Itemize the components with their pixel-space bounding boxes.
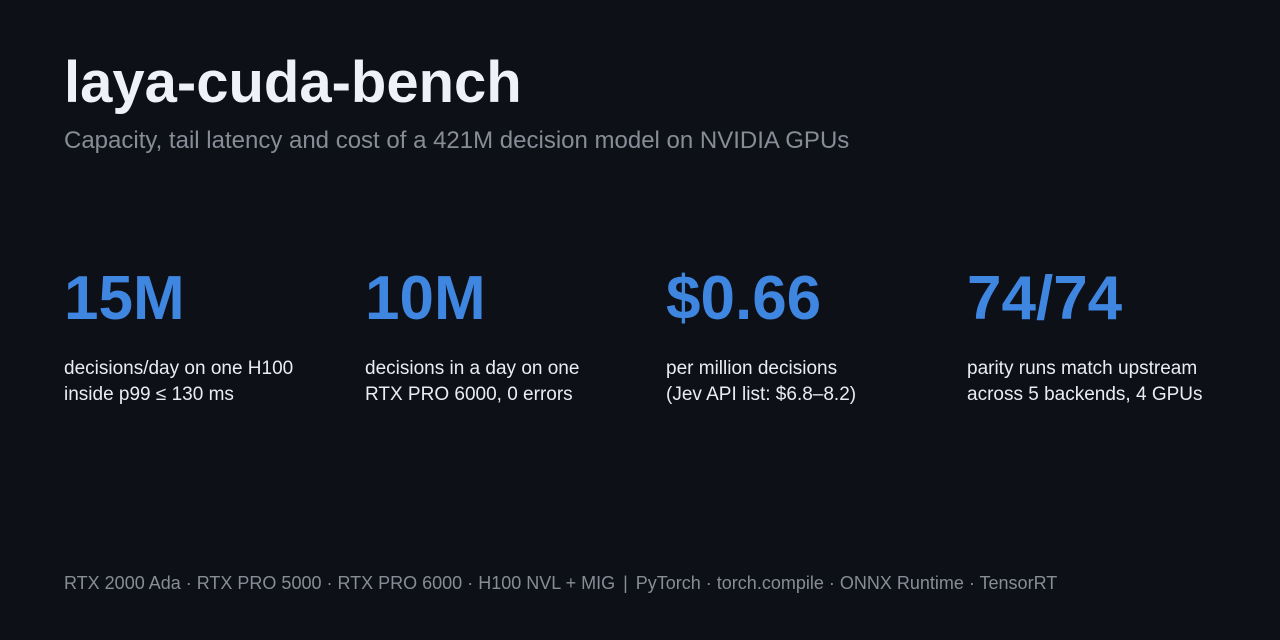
stat-description-line: RTX PRO 6000, 0 errors bbox=[365, 384, 573, 405]
stat-value: 74/74 bbox=[967, 264, 1123, 333]
stat-value: $0.66 bbox=[666, 264, 822, 333]
footer-backend-list: PyTorch · torch.compile · ONNX Runtime ·… bbox=[635, 573, 1058, 593]
stat-description: per million decisions (Jev API list: $6.… bbox=[666, 356, 956, 408]
stat-description-line: across 5 backends, 4 GPUs bbox=[967, 384, 1203, 405]
page-subtitle: Capacity, tail latency and cost of a 421… bbox=[64, 127, 850, 154]
stat-value: 15M bbox=[64, 264, 185, 333]
footer: RTX 2000 Ada · RTX PRO 5000 · RTX PRO 60… bbox=[64, 571, 1057, 595]
footer-separator: | bbox=[623, 573, 628, 593]
stat-card-decisions-rtx-pro-6000: 10M decisions in a day on one RTX PRO 60… bbox=[365, 262, 655, 408]
stat-card-decisions-h100: 15M decisions/day on one H100 inside p99… bbox=[64, 262, 354, 408]
stat-card-cost-per-million: $0.66 per million decisions (Jev API lis… bbox=[666, 262, 956, 408]
footer-gpu-list: RTX 2000 Ada · RTX PRO 5000 · RTX PRO 60… bbox=[64, 573, 616, 593]
stat-description-line: (Jev API list: $6.8–8.2) bbox=[666, 384, 857, 405]
page-title: laya-cuda-bench bbox=[64, 50, 522, 115]
stat-description: decisions in a day on one RTX PRO 6000, … bbox=[365, 356, 655, 408]
stat-description-line: inside p99 ≤ 130 ms bbox=[64, 384, 234, 405]
stat-description-line: parity runs match upstream bbox=[967, 358, 1198, 379]
stat-description-line: decisions in a day on one bbox=[365, 358, 580, 379]
stat-card-parity-runs: 74/74 parity runs match upstream across … bbox=[967, 262, 1257, 408]
stat-description-line: per million decisions bbox=[666, 358, 838, 379]
stat-description: decisions/day on one H100 inside p99 ≤ 1… bbox=[64, 356, 354, 408]
stat-value: 10M bbox=[365, 264, 486, 333]
stat-description-line: decisions/day on one H100 bbox=[64, 358, 294, 379]
stat-description: parity runs match upstream across 5 back… bbox=[967, 356, 1257, 408]
